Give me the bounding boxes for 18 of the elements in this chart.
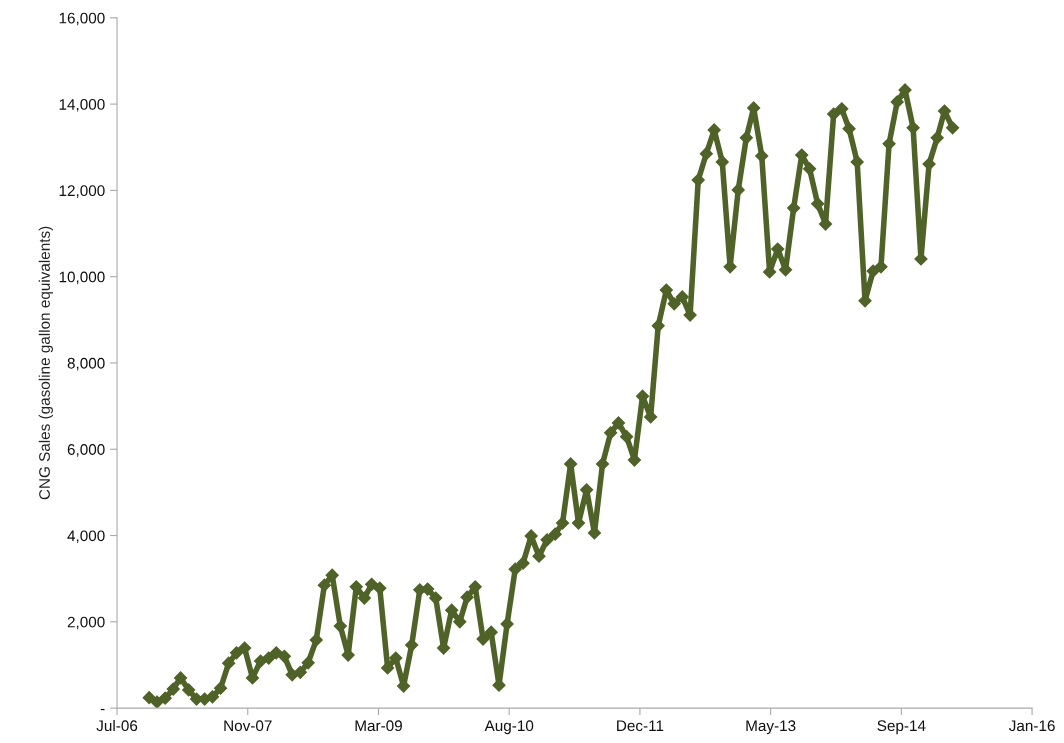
y-tick-label: 10,000: [59, 271, 105, 285]
x-tick-label: Aug-10: [484, 720, 534, 735]
y-tick-label: 14,000: [59, 98, 105, 112]
y-tick-label: 8,000: [67, 357, 105, 371]
x-tick-label: Jan-16: [1008, 720, 1055, 732]
y-tick-label: 12,000: [59, 185, 105, 198]
x-tick-label: Mar-09: [355, 720, 402, 732]
x-tick-label: May-13: [746, 720, 796, 735]
x-tick-label: Dec-11: [617, 720, 664, 732]
y-axis-title: CNG Sales (gasoline gallon equivalents): [38, 226, 53, 500]
y-tick-label: 2,000: [67, 616, 105, 630]
x-tick-label: Jul-06: [96, 719, 138, 732]
y-tick-label: 4,000: [67, 530, 105, 544]
y-tick-label: -: [100, 708, 105, 711]
x-tick-label: Sep-14: [877, 720, 926, 735]
y-tick-label: 16,000: [59, 12, 105, 26]
y-tick-label: 6,000: [67, 444, 105, 457]
x-tick-label: Nov-07: [224, 720, 272, 732]
